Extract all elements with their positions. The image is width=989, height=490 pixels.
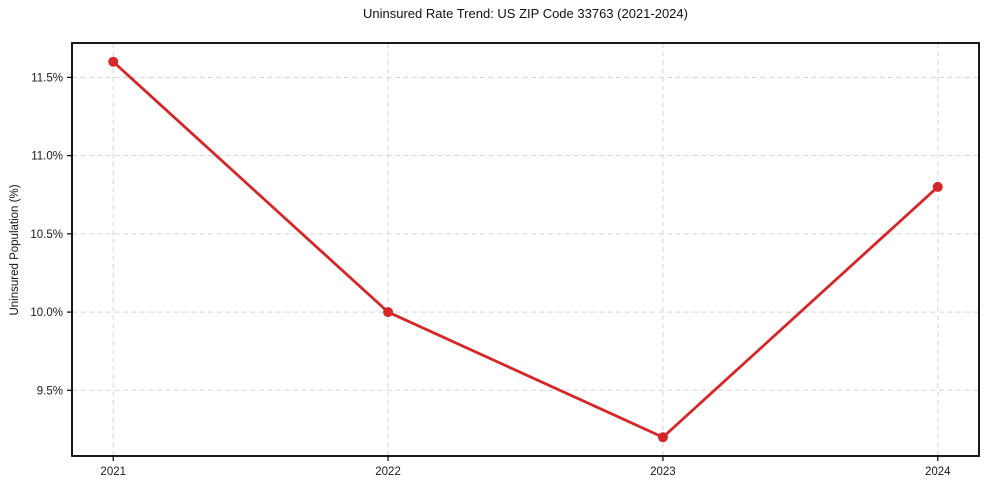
data-point-marker bbox=[932, 181, 943, 192]
y-tick-label: 10.0% bbox=[30, 307, 63, 319]
trend-line bbox=[111, 60, 940, 439]
chart-title: Uninsured Rate Trend: US ZIP Code 33763 … bbox=[363, 6, 688, 21]
data-point-marker bbox=[108, 56, 119, 67]
y-tick-label: 11.5% bbox=[31, 72, 63, 84]
plot-spines bbox=[71, 42, 980, 457]
x-tick-label: 2024 bbox=[925, 466, 951, 478]
x-tick-label: 2021 bbox=[100, 466, 126, 478]
data-point-marker bbox=[383, 307, 394, 318]
y-tick-label: 11.0% bbox=[31, 151, 63, 163]
x-tick-label: 2023 bbox=[650, 466, 676, 478]
y-tick-label: 10.5% bbox=[30, 229, 63, 241]
data-point-marker bbox=[657, 432, 668, 443]
y-tick-label: 9.5% bbox=[37, 385, 63, 397]
x-tick-label: 2022 bbox=[375, 466, 401, 478]
